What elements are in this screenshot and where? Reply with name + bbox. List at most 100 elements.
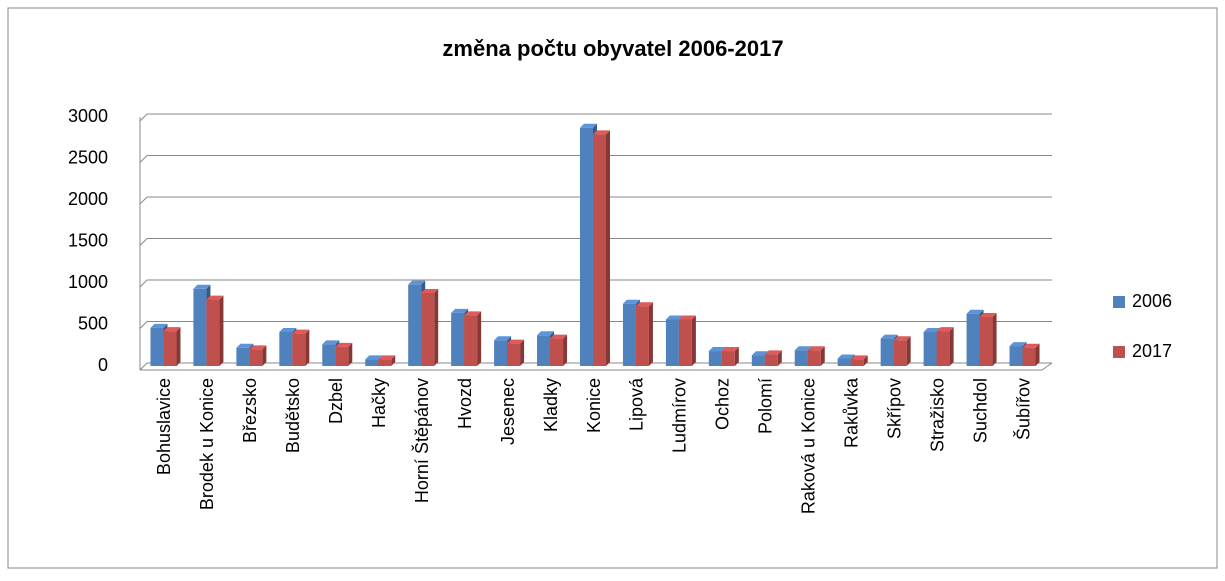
bar xyxy=(678,319,692,366)
bar-top xyxy=(378,355,396,360)
bar-top xyxy=(550,334,568,339)
bar xyxy=(163,331,177,366)
bar-top xyxy=(593,130,610,135)
bar-top xyxy=(206,295,224,300)
bar xyxy=(322,344,336,366)
bar-top xyxy=(1022,343,1040,348)
bar-top xyxy=(794,346,812,351)
legend-label: 2006 xyxy=(1132,291,1172,311)
x-tick-label: Šubířov xyxy=(1012,378,1033,440)
x-tick-label: Raková u Konice xyxy=(799,378,819,514)
y-tick-label: 3000 xyxy=(68,106,108,126)
bar-top xyxy=(494,336,512,341)
bar xyxy=(923,331,937,366)
x-tick-label: Lipová xyxy=(627,377,647,431)
legend-label: 2017 xyxy=(1132,341,1172,361)
bar-top xyxy=(464,311,482,316)
bar-top xyxy=(751,351,769,356)
bar-top xyxy=(322,340,340,345)
y-tick-label: 2500 xyxy=(68,147,108,167)
x-tick-label: Suchdol xyxy=(970,378,990,443)
bar xyxy=(893,340,907,366)
bar-top xyxy=(163,327,181,332)
bar-side xyxy=(176,327,181,366)
bar xyxy=(1022,347,1036,366)
bar xyxy=(966,313,980,366)
bar-side xyxy=(305,329,310,366)
bar xyxy=(249,349,263,366)
chart-title: změna počtu obyvatel 2006-2017 xyxy=(442,36,783,61)
x-tick-label: Hačky xyxy=(369,378,389,428)
grid-diag xyxy=(139,155,148,163)
bar-top xyxy=(678,315,696,320)
x-tick-label: Skřípov xyxy=(884,378,904,439)
bar xyxy=(537,335,551,366)
bar xyxy=(236,347,250,366)
bar xyxy=(464,315,478,366)
bar xyxy=(408,284,422,366)
grid-diag xyxy=(139,196,148,205)
bar xyxy=(421,292,435,366)
bar-top xyxy=(665,315,683,320)
bar-top xyxy=(635,302,653,307)
bar-side xyxy=(777,350,782,366)
chart-border xyxy=(7,7,1218,569)
bar-top xyxy=(292,329,310,334)
bar xyxy=(507,343,521,366)
bar xyxy=(807,350,821,366)
bar-top xyxy=(850,355,868,360)
bar-side xyxy=(949,327,954,366)
bar-top xyxy=(622,299,640,304)
bar-top xyxy=(936,327,954,332)
grid-diag xyxy=(139,362,148,371)
bar-top xyxy=(893,336,911,341)
x-tick-label: Budětsko xyxy=(283,378,303,453)
x-tick-label: Dzbel xyxy=(326,378,346,424)
x-tick-label: Konice xyxy=(584,378,604,433)
x-tick-label: Hvozd xyxy=(455,378,475,429)
bar-side xyxy=(262,345,267,366)
bar xyxy=(378,359,392,366)
bar-side xyxy=(863,355,868,366)
x-tick-label: Ochoz xyxy=(713,378,733,430)
bar-top xyxy=(721,347,739,352)
bar-side xyxy=(1035,343,1040,366)
x-tick-label: Bohuslavice xyxy=(154,378,174,475)
legend-swatch xyxy=(1113,296,1125,308)
bar xyxy=(708,351,722,366)
bar-top xyxy=(1009,342,1027,347)
bar xyxy=(206,299,220,366)
bar xyxy=(292,333,306,366)
bar-side xyxy=(734,347,739,366)
bar-top xyxy=(580,123,597,128)
x-tick-label: Brodek u Konice xyxy=(197,378,217,510)
y-tick-label: 2000 xyxy=(68,189,108,209)
y-tick-label: 500 xyxy=(78,313,108,333)
bar-top xyxy=(193,284,211,289)
bar xyxy=(193,288,207,366)
bar-side xyxy=(606,130,610,366)
bar-side xyxy=(820,346,825,366)
bar-side xyxy=(348,342,353,366)
x-tick-label: Ludmírov xyxy=(670,378,690,453)
bar xyxy=(665,319,679,366)
bar xyxy=(721,351,735,366)
bar xyxy=(494,340,508,366)
grid-diag xyxy=(139,279,148,288)
bar xyxy=(635,306,649,366)
x-tick-label: Stražisko xyxy=(927,378,947,452)
bar-top xyxy=(421,288,439,293)
bar xyxy=(850,359,864,366)
bar-top xyxy=(979,313,997,318)
bar-top xyxy=(837,354,855,359)
bar-side xyxy=(477,311,482,366)
x-tick-label: Horní Štěpánov xyxy=(411,378,432,503)
bar-top xyxy=(764,350,782,355)
bar xyxy=(764,354,778,366)
bar xyxy=(580,127,593,366)
legend-swatch xyxy=(1113,346,1125,358)
bar-top xyxy=(408,280,426,285)
x-tick-label: Jesenec xyxy=(498,378,518,445)
bar-side xyxy=(563,334,568,366)
